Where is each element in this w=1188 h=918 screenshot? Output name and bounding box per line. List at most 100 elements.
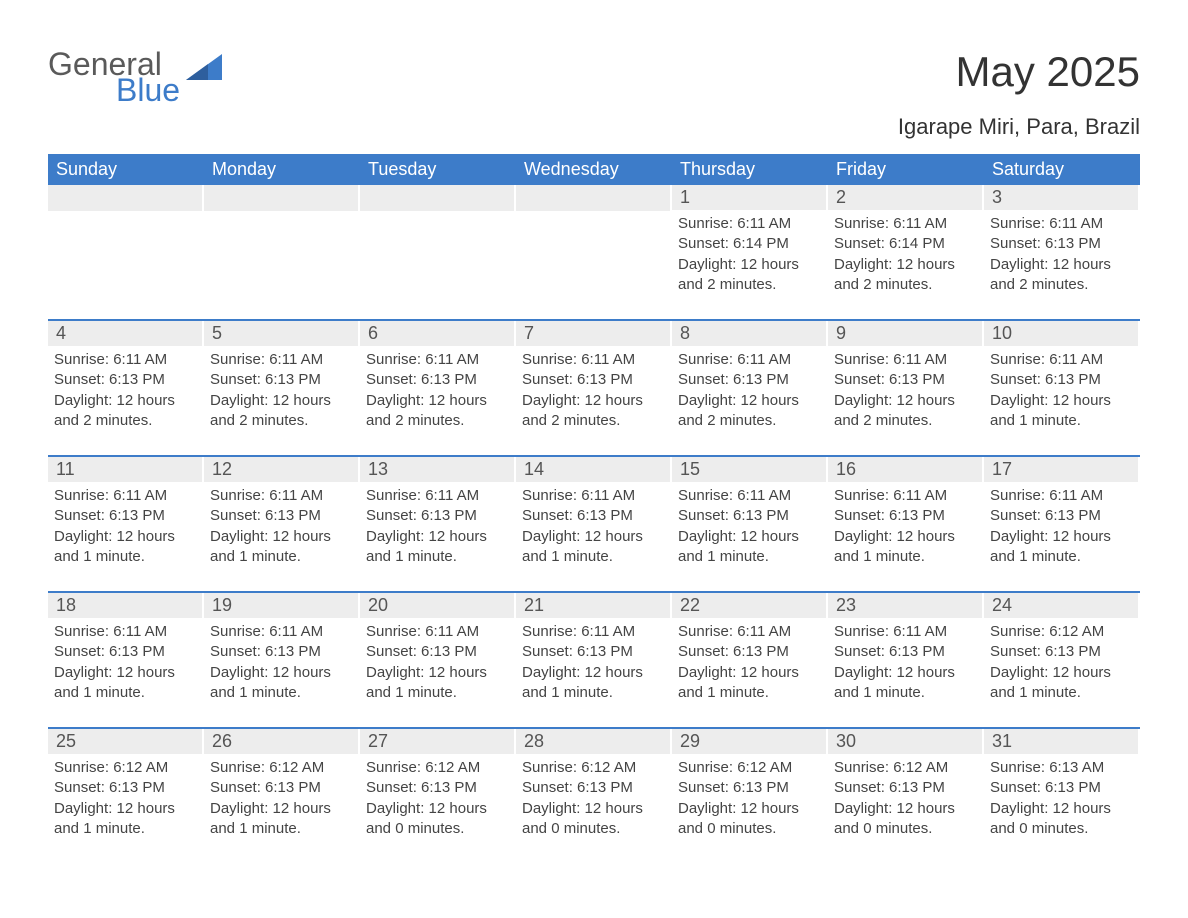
sunset-label: Sunset: (54, 643, 105, 660)
sunrise-label: Sunrise: (210, 623, 265, 640)
sunrise-label: Sunrise: (678, 215, 733, 232)
day-body: Sunrise: 6:11 AMSunset: 6:13 PMDaylight:… (204, 618, 360, 703)
sunset-label: Sunset: (366, 779, 417, 796)
day-number: 28 (516, 729, 672, 754)
sunset-value: 6:13 PM (421, 371, 477, 388)
sunset-label: Sunset: (678, 643, 729, 660)
day-body: Sunrise: 6:12 AMSunset: 6:13 PMDaylight:… (984, 618, 1140, 703)
day-body: Sunrise: 6:11 AMSunset: 6:13 PMDaylight:… (672, 618, 828, 703)
daylight-label: Daylight: (210, 800, 268, 817)
sunset-label: Sunset: (990, 779, 1041, 796)
sunset-label: Sunset: (834, 507, 885, 524)
calendar-day: 23Sunrise: 6:11 AMSunset: 6:13 PMDayligh… (828, 593, 984, 723)
day-body: Sunrise: 6:11 AMSunset: 6:13 PMDaylight:… (360, 346, 516, 431)
sunrise-line: Sunrise: 6:12 AM (522, 758, 666, 778)
sunrise-value: 6:12 AM (893, 759, 948, 776)
daylight-line: Daylight: 12 hours and 1 minute. (54, 799, 198, 840)
sunset-line: Sunset: 6:13 PM (366, 778, 510, 798)
sunset-label: Sunset: (834, 235, 885, 252)
sunset-value: 6:13 PM (1045, 643, 1101, 660)
calendar-day: 18Sunrise: 6:11 AMSunset: 6:13 PMDayligh… (48, 593, 204, 723)
sunrise-label: Sunrise: (366, 623, 421, 640)
day-body: Sunrise: 6:11 AMSunset: 6:13 PMDaylight:… (516, 618, 672, 703)
sunset-value: 6:13 PM (109, 643, 165, 660)
sunrise-value: 6:12 AM (1049, 623, 1104, 640)
sunset-label: Sunset: (210, 779, 261, 796)
daylight-line: Daylight: 12 hours and 1 minute. (678, 527, 822, 568)
sunset-value: 6:13 PM (265, 643, 321, 660)
sunset-value: 6:13 PM (733, 779, 789, 796)
calendar-day (48, 185, 204, 315)
calendar-day: 19Sunrise: 6:11 AMSunset: 6:13 PMDayligh… (204, 593, 360, 723)
daylight-label: Daylight: (678, 392, 736, 409)
sunrise-value: 6:11 AM (737, 623, 791, 640)
sunset-line: Sunset: 6:13 PM (366, 506, 510, 526)
weekday-header: Saturday (984, 154, 1140, 185)
calendar-day: 31Sunrise: 6:13 AMSunset: 6:13 PMDayligh… (984, 729, 1140, 859)
sunset-value: 6:13 PM (577, 507, 633, 524)
daylight-label: Daylight: (678, 256, 736, 273)
sunrise-line: Sunrise: 6:11 AM (834, 350, 978, 370)
sunrise-value: 6:12 AM (425, 759, 480, 776)
sunset-label: Sunset: (366, 371, 417, 388)
sunset-line: Sunset: 6:13 PM (834, 778, 978, 798)
sunset-value: 6:13 PM (421, 643, 477, 660)
daylight-label: Daylight: (210, 664, 268, 681)
calendar-day: 14Sunrise: 6:11 AMSunset: 6:13 PMDayligh… (516, 457, 672, 587)
sunrise-line: Sunrise: 6:11 AM (834, 214, 978, 234)
sunrise-value: 6:11 AM (113, 487, 167, 504)
daylight-label: Daylight: (834, 800, 892, 817)
sunset-line: Sunset: 6:13 PM (990, 642, 1134, 662)
day-number: 6 (360, 321, 516, 346)
daylight-label: Daylight: (990, 528, 1048, 545)
calendar-day: 5Sunrise: 6:11 AMSunset: 6:13 PMDaylight… (204, 321, 360, 451)
sunset-line: Sunset: 6:13 PM (990, 778, 1134, 798)
daylight-label: Daylight: (366, 392, 424, 409)
sunset-line: Sunset: 6:13 PM (834, 506, 978, 526)
day-body: Sunrise: 6:11 AMSunset: 6:13 PMDaylight:… (828, 482, 984, 567)
calendar-day (516, 185, 672, 315)
sunset-value: 6:13 PM (109, 779, 165, 796)
sunset-value: 6:13 PM (577, 779, 633, 796)
sunrise-label: Sunrise: (678, 623, 733, 640)
daylight-line: Daylight: 12 hours and 1 minute. (210, 799, 354, 840)
sunset-line: Sunset: 6:13 PM (522, 506, 666, 526)
day-number: 15 (672, 457, 828, 482)
sunset-label: Sunset: (54, 507, 105, 524)
sunrise-value: 6:11 AM (425, 623, 479, 640)
sunrise-label: Sunrise: (210, 487, 265, 504)
weekday-header-row: Sunday Monday Tuesday Wednesday Thursday… (48, 154, 1140, 185)
weekday-header: Friday (828, 154, 984, 185)
daylight-line: Daylight: 12 hours and 1 minute. (834, 663, 978, 704)
day-number: 17 (984, 457, 1140, 482)
sunrise-value: 6:11 AM (581, 623, 635, 640)
calendar-day: 12Sunrise: 6:11 AMSunset: 6:13 PMDayligh… (204, 457, 360, 587)
calendar-day: 21Sunrise: 6:11 AMSunset: 6:13 PMDayligh… (516, 593, 672, 723)
daylight-line: Daylight: 12 hours and 1 minute. (366, 663, 510, 704)
day-body: Sunrise: 6:11 AMSunset: 6:13 PMDaylight:… (672, 482, 828, 567)
sunset-label: Sunset: (990, 235, 1041, 252)
sunset-line: Sunset: 6:13 PM (834, 642, 978, 662)
sunrise-line: Sunrise: 6:11 AM (678, 486, 822, 506)
sunrise-label: Sunrise: (990, 623, 1045, 640)
sunset-label: Sunset: (210, 643, 261, 660)
daylight-line: Daylight: 12 hours and 2 minutes. (990, 255, 1134, 296)
weekday-header: Sunday (48, 154, 204, 185)
weekday-header: Thursday (672, 154, 828, 185)
day-body: Sunrise: 6:11 AMSunset: 6:13 PMDaylight:… (828, 618, 984, 703)
sunset-label: Sunset: (210, 371, 261, 388)
day-body: Sunrise: 6:11 AMSunset: 6:13 PMDaylight:… (672, 346, 828, 431)
calendar-day: 3Sunrise: 6:11 AMSunset: 6:13 PMDaylight… (984, 185, 1140, 315)
calendar-day: 15Sunrise: 6:11 AMSunset: 6:13 PMDayligh… (672, 457, 828, 587)
day-body: Sunrise: 6:12 AMSunset: 6:13 PMDaylight:… (828, 754, 984, 839)
sunset-line: Sunset: 6:13 PM (210, 506, 354, 526)
calendar: Sunday Monday Tuesday Wednesday Thursday… (48, 154, 1140, 859)
sunset-line: Sunset: 6:13 PM (366, 642, 510, 662)
sunrise-value: 6:11 AM (737, 351, 791, 368)
sunset-value: 6:13 PM (421, 779, 477, 796)
day-number: 8 (672, 321, 828, 346)
daylight-line: Daylight: 12 hours and 1 minute. (834, 527, 978, 568)
day-number: 13 (360, 457, 516, 482)
daylight-label: Daylight: (54, 800, 112, 817)
daylight-label: Daylight: (678, 800, 736, 817)
